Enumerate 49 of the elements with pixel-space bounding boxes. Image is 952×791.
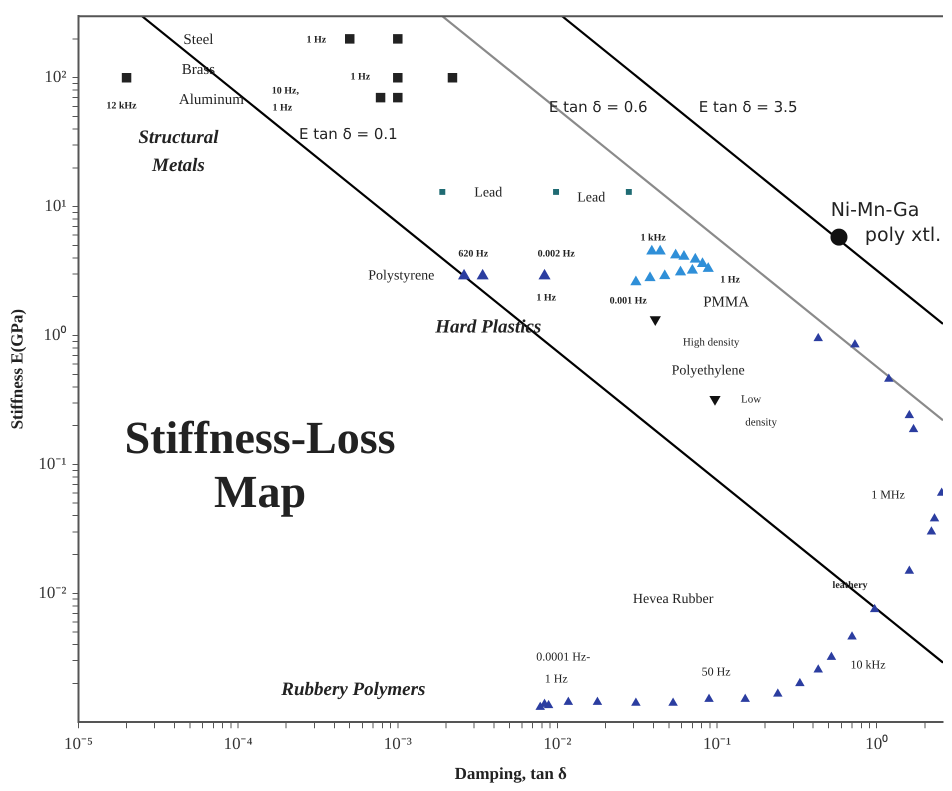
x-tick-label: 10⁻⁵ [64, 734, 94, 753]
annotation: 1 MHz [871, 488, 905, 502]
x-tick-label: 10⁻⁴ [224, 734, 253, 753]
y-axis-title: Stiffness E(GPa) [8, 308, 27, 430]
annotation: 1 Hz [536, 292, 557, 304]
annotation: E tan δ = 0.6 [548, 98, 648, 116]
annotation: Ni-Mn-Ga [830, 198, 920, 221]
annotation: Rubbery Polymers [280, 679, 426, 700]
annotation: Lead [577, 190, 606, 206]
annotation: 1 Hz [350, 72, 371, 83]
annotation: 1 Hz [544, 671, 568, 686]
y-tick-label: 10¹ [44, 196, 66, 216]
annotation: E tan δ = 0.1 [298, 124, 398, 143]
annotation: Low [741, 394, 762, 406]
annotation: 0.001 Hz [610, 295, 648, 306]
annotation: 10 Hz, [272, 86, 300, 97]
annotation: Metals [151, 154, 205, 176]
annotation: 1 Hz [306, 34, 327, 46]
annotation: Steel [183, 32, 214, 48]
annotation: density [745, 416, 778, 429]
x-tick-label: 10⁰ [865, 734, 888, 753]
annotation: 1 Hz [272, 102, 293, 114]
annotation: Structural [138, 126, 220, 148]
x-tick-label: 10⁻³ [384, 734, 412, 753]
annotation: 50 Hz [702, 664, 731, 678]
x-tick-label: 10⁻² [543, 734, 572, 753]
annotation: 1 Hz [720, 274, 741, 286]
x-tick-label: 10⁻¹ [703, 734, 732, 753]
x-axis-title: Damping, tan δ [454, 764, 568, 784]
annotation: 620 Hz [458, 248, 489, 260]
text: Stiffness-Loss Map [124, 412, 396, 517]
annotation: 0.002 Hz [538, 248, 576, 260]
y-tick-label: 10⁻² [38, 582, 66, 602]
annotation: 0.0001 Hz- [536, 649, 590, 664]
annotation: 12 kHz [106, 100, 138, 112]
annotation: Polystyrene [368, 268, 434, 284]
annotation: Hevea Rubber [632, 592, 714, 608]
annotation: 10 kHz [850, 657, 886, 672]
annotation: E tan δ = 3.5 [698, 98, 798, 116]
annotation: PMMA [703, 294, 750, 311]
annotation: Lead [474, 186, 502, 201]
annotation: 1 kHz [640, 232, 666, 244]
annotation: High density [682, 336, 740, 349]
y-tick-label: 10⁰ [43, 324, 66, 344]
annotation: poly xtl. [864, 224, 942, 246]
y-tick-label: 10⁻¹ [38, 454, 66, 473]
y-tick-label: 10² [44, 67, 66, 86]
annotation: Aluminum [178, 92, 244, 108]
annotation: Polyethylene [672, 363, 745, 378]
